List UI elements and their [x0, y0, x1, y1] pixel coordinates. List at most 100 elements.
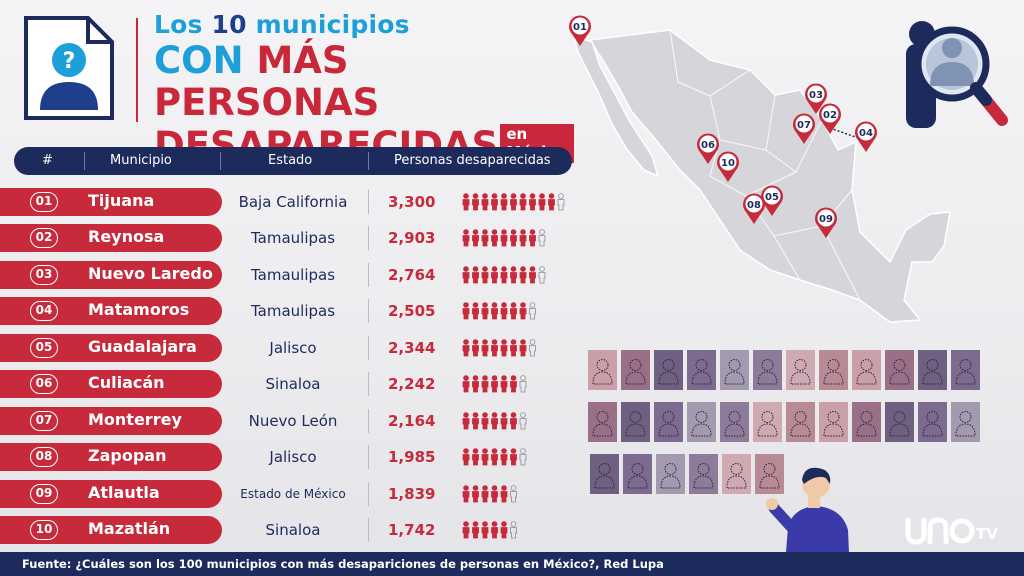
header-municipio: Municipio — [110, 153, 172, 168]
map-pin-07: 07 — [793, 113, 815, 144]
estado-label: Nuevo León — [248, 412, 338, 430]
row-divider — [368, 372, 369, 396]
person-icon — [462, 448, 470, 466]
header-divider — [368, 152, 369, 170]
missing-person-photo — [687, 402, 716, 442]
row-divider — [368, 190, 369, 214]
person-icon — [462, 375, 470, 393]
person-icon — [510, 266, 517, 284]
municipio-label: Tijuana — [88, 191, 155, 210]
missing-person-photo — [689, 454, 718, 494]
estado-label: Jalisco — [269, 448, 317, 466]
person-icon — [481, 485, 489, 503]
table-row: 08 Zapopan Jalisco 1,985 — [0, 443, 580, 471]
person-icon — [481, 229, 489, 247]
missing-person-photo — [951, 402, 980, 442]
missing-person-photo — [753, 350, 782, 390]
title-los: Los — [154, 10, 212, 39]
rank-badge: 05 — [30, 338, 58, 358]
missing-person-photo — [687, 350, 716, 390]
missing-person-photo — [755, 454, 784, 494]
person-icon — [472, 375, 479, 393]
person-icon — [462, 485, 470, 503]
map-pin-label: 03 — [809, 90, 823, 101]
missing-person-photo — [753, 402, 782, 442]
people-icons — [462, 266, 546, 284]
person-icon — [491, 229, 498, 247]
missing-person-photo — [654, 402, 683, 442]
person-icon — [500, 302, 508, 320]
row-divider — [368, 299, 369, 323]
header-estado: Estado — [268, 153, 313, 168]
estado-label: Sinaloa — [265, 375, 321, 393]
row-divider — [368, 263, 369, 287]
missing-person-photo — [918, 350, 947, 390]
person-icon — [500, 521, 508, 539]
municipio-label: Culiacán — [88, 373, 165, 392]
person-icon — [472, 229, 479, 247]
map-pin-02: 02 — [819, 103, 841, 134]
table-row: 09 Atlautla Estado de México 1,839 — [0, 480, 580, 508]
missing-person-photo — [852, 350, 881, 390]
value-label: 2,242 — [388, 375, 436, 393]
title-number: 10 — [211, 10, 247, 39]
person-icon — [491, 412, 498, 430]
missing-person-photo — [885, 402, 914, 442]
person-icon — [500, 485, 508, 503]
map-pin-01: 01 — [569, 15, 591, 47]
missing-person-photo — [722, 454, 751, 494]
person-icon — [462, 229, 470, 247]
map-pin-label: 02 — [823, 110, 837, 121]
missing-person-photo — [786, 350, 815, 390]
person-icon — [481, 375, 489, 393]
header-divider — [220, 152, 221, 170]
missing-person-photos — [588, 350, 980, 494]
person-icon — [529, 193, 536, 211]
rank-badge: 08 — [30, 447, 58, 467]
person-icon — [481, 412, 489, 430]
title-municipios: municipios — [246, 10, 410, 39]
person-icon-partial — [510, 521, 517, 539]
table-row: 03 Nuevo Laredo Tamaulipas 2,764 — [0, 261, 580, 289]
person-icon — [519, 193, 527, 211]
missing-person-photo — [654, 350, 683, 390]
person-icon-partial — [538, 229, 546, 247]
person-icon — [491, 448, 498, 466]
table-header: # Municipio Estado Personas desaparecida… — [14, 147, 572, 175]
person-icon — [500, 266, 508, 284]
person-icon — [500, 193, 508, 211]
value-label: 1,839 — [388, 485, 436, 503]
value-label: 1,742 — [388, 521, 436, 539]
person-icon — [481, 193, 489, 211]
missing-person-photo — [621, 402, 650, 442]
map-pin-08: 08 — [743, 193, 765, 224]
value-label: 2,505 — [388, 302, 436, 320]
map-pin-09: 09 — [815, 207, 837, 238]
person-icon-partial — [519, 375, 527, 393]
rank-badge: 02 — [30, 228, 58, 248]
missing-person-photo — [621, 350, 650, 390]
estado-label: Tamaulipas — [250, 302, 336, 320]
missing-person-document-icon: ? — [24, 16, 114, 120]
person-icon-partial — [519, 412, 527, 430]
municipio-label: Mazatlán — [88, 519, 171, 538]
municipio-label: Atlautla — [88, 483, 160, 502]
header-personas: Personas desaparecidas — [394, 153, 551, 168]
missing-person-photo — [918, 402, 947, 442]
person-icon — [472, 193, 479, 211]
table-row: 01 Tijuana Baja California 3,300 — [0, 188, 580, 216]
missing-person-photo — [720, 350, 749, 390]
title-divider — [136, 18, 138, 122]
people-icons — [462, 302, 536, 320]
missing-person-photo — [885, 350, 914, 390]
person-icon — [472, 266, 479, 284]
person-icon — [481, 302, 489, 320]
mexico-mainland — [588, 29, 951, 323]
missing-person-photo — [819, 402, 848, 442]
person-icon — [481, 521, 489, 539]
person-icon — [510, 412, 517, 430]
map-pin-label: 05 — [765, 192, 779, 203]
person-icon — [481, 266, 489, 284]
rank-badge: 01 — [30, 192, 58, 212]
